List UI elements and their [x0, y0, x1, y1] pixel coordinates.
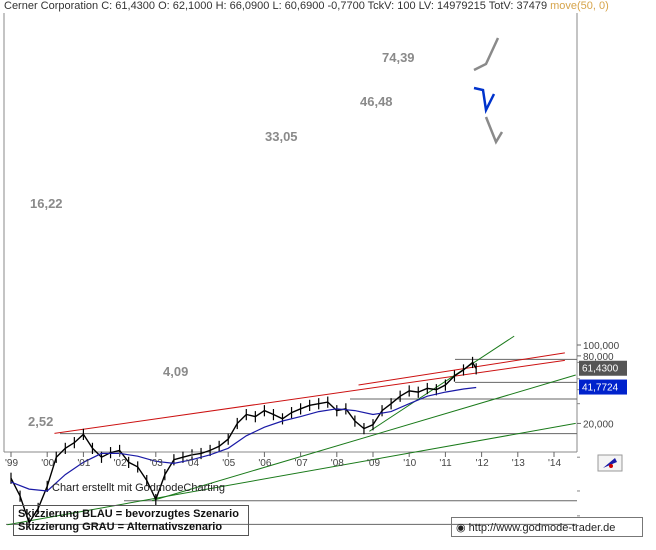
x-tick-label: '10	[403, 458, 416, 469]
chart-credit: Chart erstellt mit GodmodeCharting	[52, 482, 226, 494]
green-trend-long	[7, 422, 576, 526]
level-annotation: 33,05	[265, 129, 298, 144]
support-resistance-levels	[6, 358, 577, 525]
value-badges: 61,4300 41,7724	[579, 360, 627, 395]
x-tick-label: '13	[512, 458, 525, 469]
globe-icon: ◉	[456, 522, 466, 534]
x-tick-label: '04	[186, 458, 199, 469]
x-tick-label: '05	[222, 458, 235, 469]
moving-average-label: move(50, 0)	[550, 0, 609, 12]
x-tick-label: '01	[77, 458, 90, 469]
legend-blue: Skizzierung BLAU = bevorzugtes Szenario	[18, 508, 239, 520]
red-channel-upper	[54, 359, 565, 434]
last-price-badge	[579, 360, 627, 376]
ma-value-badge-label: 41,7724	[582, 383, 619, 394]
x-tick-label: '07	[295, 458, 308, 469]
x-tick-label: '99	[5, 458, 18, 469]
ma-value-badge	[579, 379, 627, 395]
grey-scenario-up	[473, 37, 500, 72]
scenario-legend: Skizzierung BLAU = bevorzugtes Szenario …	[13, 505, 249, 536]
chart-header: Cerner Corporation C: 61,4300 O: 62,1000…	[4, 0, 609, 12]
x-tick-label: '06	[258, 458, 271, 469]
green-trend-mid	[152, 374, 576, 502]
level-annotation: 46,48	[360, 94, 393, 109]
scenario-sketches	[473, 37, 504, 145]
x-tick-label: '03	[150, 458, 163, 469]
level-annotation: 16,22	[30, 196, 63, 211]
last-price-badge-label: 61,4300	[582, 364, 619, 375]
chart-title: Cerner Corporation	[4, 0, 99, 12]
green-trend-steep	[369, 335, 515, 432]
source-url-link[interactable]: ◉ http://www.godmode-trader.de	[451, 517, 643, 537]
level-annotation: 2,52	[28, 414, 53, 429]
x-tick-label: '08	[331, 458, 344, 469]
grey-scenario-down	[484, 116, 504, 145]
price-annotations: 74,39 46,48 33,05 16,22 4,09 2,52	[28, 50, 415, 429]
legend-grey: Skizzierung GRAU = Alternativszenario	[18, 521, 223, 533]
blue-scenario-path	[473, 86, 496, 115]
y-tick-label: 100,000	[583, 341, 620, 352]
source-url: http://www.godmode-trader.de	[468, 522, 616, 534]
x-tick-label: '09	[367, 458, 380, 469]
y-tick-label: 20,000	[583, 419, 614, 430]
chart-tool-icon[interactable]	[597, 454, 623, 472]
x-tick-label: '11	[439, 458, 452, 469]
moving-average-series	[10, 386, 477, 492]
y-tick-label: 80,000	[583, 352, 614, 363]
level-annotation: 4,09	[163, 364, 188, 379]
red-channel-lower	[358, 352, 565, 386]
level-annotation: 74,39	[382, 50, 415, 65]
x-tick-label: '00	[41, 458, 54, 469]
x-tick-label: '12	[476, 458, 489, 469]
x-axis: '99 '00 '01 '02 '03 '04 '05 '06 '07 '08 '09 '10 '11 '…	[5, 452, 561, 469]
trendlines	[7, 335, 576, 526]
moving-average-line	[10, 386, 477, 492]
ohlc-values: C: 61,4300 O: 62,1000 H: 66,0900 L: 60,6…	[101, 0, 548, 12]
x-tick-label: '14	[548, 458, 561, 469]
x-tick-label: '02	[114, 458, 127, 469]
